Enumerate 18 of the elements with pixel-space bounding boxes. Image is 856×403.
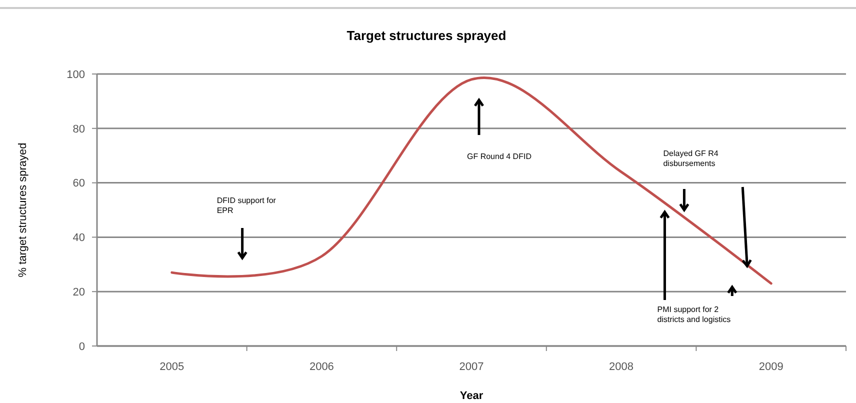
y-axis-title: % target structures sprayed (17, 142, 29, 278)
x-tick-label: 2009 (758, 361, 784, 373)
y-tick-label: 60 (72, 178, 85, 190)
x-tick-label: 2005 (160, 361, 184, 373)
x-tick-label: 2006 (309, 361, 334, 373)
annotation: GF Round 4 DFID (467, 152, 532, 161)
annotation: Delayed GF R4 disbursements (663, 149, 719, 168)
chart-title: Target structures sprayed (346, 28, 506, 43)
x-tick-label: 2007 (459, 361, 484, 373)
y-tick-label: 40 (72, 232, 85, 244)
y-tick-label: 100 (66, 68, 85, 81)
y-tick-label: 80 (72, 123, 85, 136)
y-tick-label: 20 (72, 286, 85, 298)
y-tick-label: 0 (78, 340, 85, 353)
annotation: PMI support for 2 districts and logistics (657, 305, 731, 324)
x-tick-label: 2008 (609, 361, 634, 373)
annotation: DFID support for EPR (216, 196, 276, 215)
x-axis-title: Year (460, 390, 484, 402)
